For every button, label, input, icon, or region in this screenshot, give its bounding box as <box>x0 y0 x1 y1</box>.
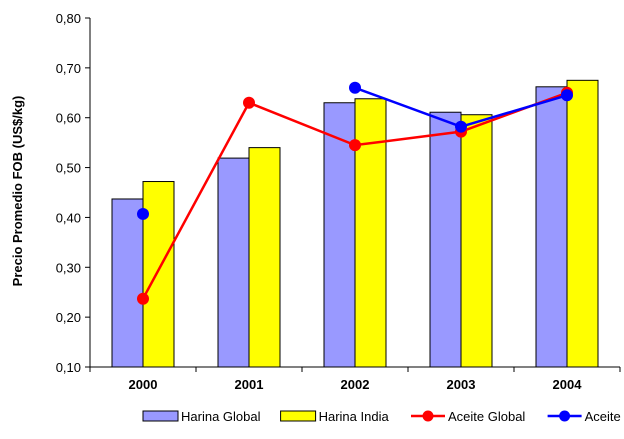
point-aceite-global <box>349 139 361 152</box>
legend: Harina Global Harina India Aceite Global Ac… <box>142 409 624 424</box>
bar-harina-india <box>354 98 387 368</box>
legend-label-aceite-global: Aceite Global <box>448 409 525 424</box>
y-tick-label: 0,10 <box>56 360 81 375</box>
bar-harina-global <box>429 111 462 368</box>
bar-harina-india <box>142 181 175 368</box>
y-tick-label: 0,60 <box>56 111 81 126</box>
y-tick-label: 0,70 <box>56 61 81 76</box>
bar-harina-global <box>111 198 144 368</box>
legend-label-harina-india: Harina India <box>319 409 390 424</box>
x-tick-label: 2001 <box>235 377 264 392</box>
point-aceite-india <box>455 120 467 133</box>
y-tick-label: 0,30 <box>56 260 81 275</box>
point-aceite-global <box>137 292 149 305</box>
point-aceite-india <box>137 207 149 220</box>
legend-label-aceite-india: Aceite India <box>585 409 624 424</box>
x-tick-label: 2000 <box>129 377 158 392</box>
x-tick-label: 2004 <box>553 377 583 392</box>
legend-marker-aceite-global <box>422 410 434 422</box>
x-tick-label: 2002 <box>341 377 370 392</box>
bar-harina-global <box>535 86 568 368</box>
y-tick-label: 0,40 <box>56 210 81 225</box>
bar-harina-india <box>566 79 599 368</box>
legend-label-harina-global: Harina Global <box>181 409 261 424</box>
bar-harina-india <box>248 147 281 368</box>
point-aceite-india <box>349 81 361 94</box>
bar-harina-india <box>460 114 493 368</box>
legend-swatch-harina-global <box>142 410 179 422</box>
plot-area: 0,10 0,20 0,30 0,40 0,50 0,60 0,70 0,80 2000 2001… <box>56 11 621 392</box>
y-tick-label: 0,50 <box>56 161 81 176</box>
y-axis-title: Precio Promedio FOB (US$/kg) <box>10 96 25 287</box>
x-tick-label: 2003 <box>447 377 476 392</box>
bar-harina-global <box>217 157 250 368</box>
y-tick-label: 0,80 <box>56 11 81 26</box>
legend-swatch-harina-india <box>280 410 317 422</box>
y-tick-label: 0,20 <box>56 310 81 325</box>
legend-marker-aceite-india <box>559 410 571 422</box>
point-aceite-india <box>561 89 573 102</box>
point-aceite-global <box>243 96 255 109</box>
